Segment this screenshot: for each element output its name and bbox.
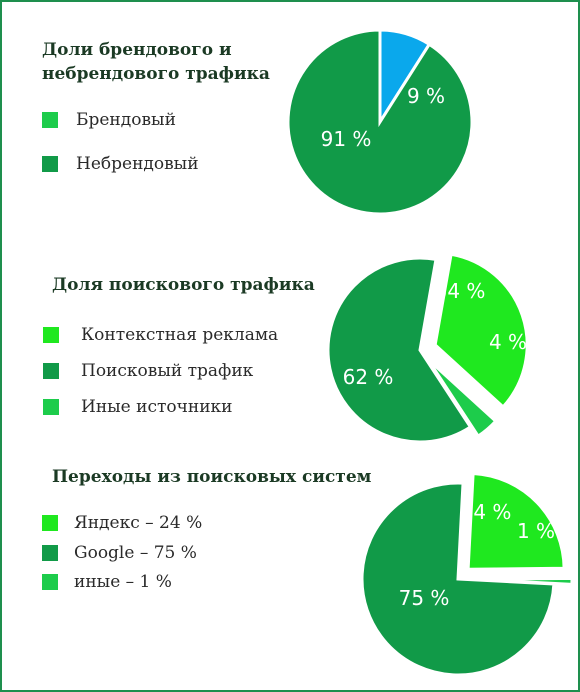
pie-slice-label: 4 % [489,330,527,354]
pie-chart-2: 34 % 4 % 62 % [326,252,529,444]
pie-slice-google [360,481,556,677]
pie-slice-иные-источники [426,358,498,439]
legend-label: Небрендовый [76,154,199,174]
legend-label: Иные источники [81,397,233,417]
legend-item-search-traffic: Поисковый трафик [43,359,253,383]
pie-slice-label: 91 % [321,127,372,151]
legend-swatch [43,399,59,415]
legend-swatch [43,363,59,379]
legend-swatch [42,156,58,172]
pie-slice-label: 34 % [435,279,486,303]
pie-slice-поисковый-трафик [326,256,473,444]
pie-slice-label: 62 % [343,365,394,389]
legend-item-branded: Брендовый [42,108,176,132]
pie-slice-label: 9 % [407,84,445,108]
legend-swatch [42,574,58,590]
branded-traffic-title-line-1: Доли брендового и [42,40,232,60]
legend-label: Контекстная реклама [81,325,279,345]
legend-label: Google – 75 % [74,543,197,563]
pie-slice-небрендовый [286,28,474,216]
legend-item-yandex: Яндекс – 24 % [42,511,202,535]
legend-swatch [42,515,58,531]
legend-item-other-engines: иные – 1 % [42,570,172,594]
pie-slice-контекстная-реклама [433,252,529,410]
legend-label: иные – 1 % [74,572,172,592]
pie-chart-1: 9 % 91 % [286,28,474,216]
pie-slice-яндекс [466,471,566,571]
legend-item-google: Google – 75 % [42,541,197,565]
legend-swatch [42,545,58,561]
search-traffic-title: Доля поискового трафика [52,275,315,295]
legend-item-context-ads: Контекстная реклама [43,323,278,347]
pie-chart-3: 24 %1 % 75 % [360,471,574,677]
branded-traffic-title-line-2: небрендового трафика [42,64,270,84]
legend-label: Поисковый трафик [81,361,254,381]
legend-swatch [42,112,58,128]
pie-slice-label: 24 % [461,500,512,524]
legend-swatch [43,327,59,343]
legend-item-other-sources: Иные источники [43,395,233,419]
legend-label: Яндекс – 24 % [74,513,203,533]
legend-label: Брендовый [76,110,176,130]
branded-traffic-title: Доли брендового и небрендового трафика [42,38,270,86]
search-engines-title: Переходы из поисковых систем [52,467,372,487]
legend-item-nonbranded: Небрендовый [42,152,199,176]
pie-slice-label: 75 % [399,586,450,610]
pie-slice-label: 1 % [517,519,555,543]
